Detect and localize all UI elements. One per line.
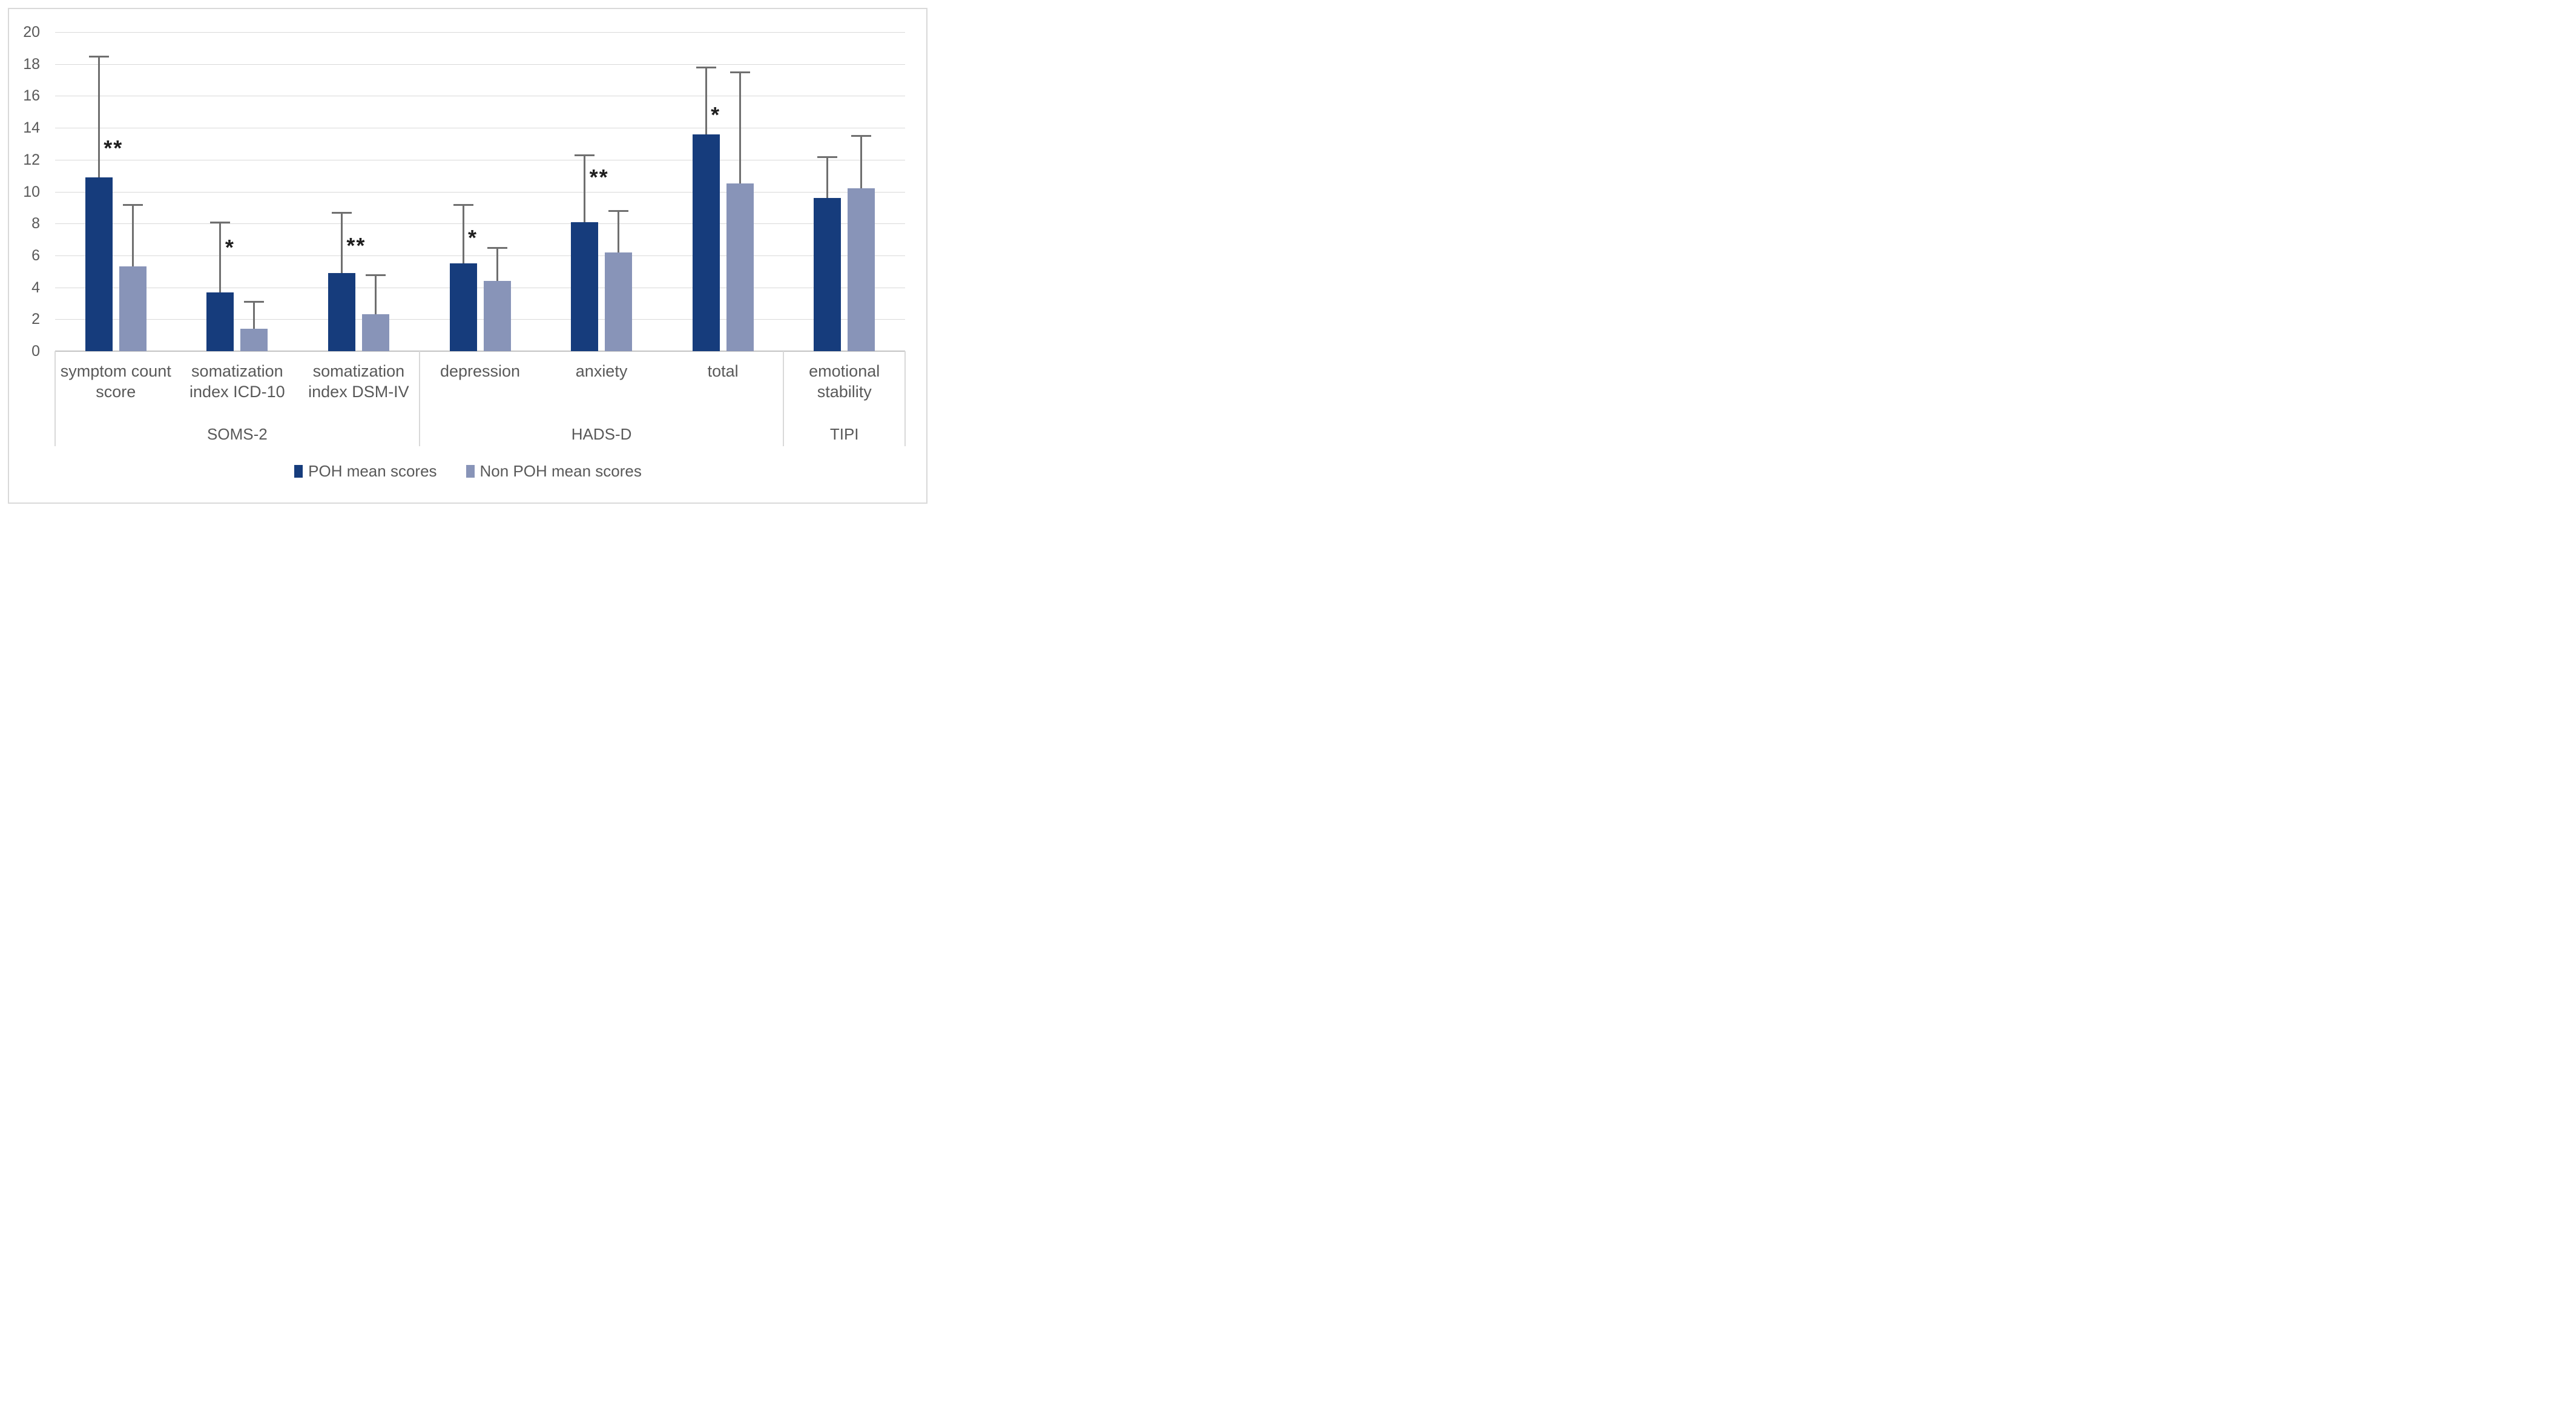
group-label-soms-2: SOMS-2	[207, 425, 268, 443]
category-group-separator-1	[418, 351, 420, 446]
legend-label-poh: POH mean scores	[308, 462, 437, 480]
y-tick-label-14: 14	[23, 119, 40, 137]
y-tick-label-10: 10	[23, 183, 40, 200]
category-label-7: emotional stability	[809, 362, 880, 401]
bar-poh-1	[85, 177, 113, 351]
error-bar-cap-poh-1	[88, 55, 109, 58]
gridline-y-18	[55, 64, 905, 65]
group-label-tipi: TIPI	[829, 425, 859, 443]
significance-marker-2: *	[225, 234, 235, 260]
significance-marker-4: *	[468, 225, 478, 250]
error-bar-line-non-poh-2	[253, 302, 255, 329]
bar-poh-5	[571, 222, 599, 351]
category-group-separator-0	[54, 351, 56, 446]
y-tick-label-12: 12	[23, 151, 40, 168]
y-tick-label-16: 16	[23, 87, 40, 105]
gridline-y-8	[55, 223, 905, 225]
error-bar-line-poh-1	[97, 56, 100, 177]
error-bar-cap-non-poh-3	[365, 274, 386, 276]
y-tick-label-6: 6	[31, 246, 40, 264]
error-bar-line-non-poh-3	[374, 274, 377, 315]
bar-non-poh-7	[848, 188, 875, 351]
error-bar-cap-non-poh-1	[122, 203, 143, 206]
gridline-y-6	[55, 255, 905, 256]
bar-non-poh-6	[726, 183, 754, 351]
y-tick-label-0: 0	[31, 343, 40, 360]
legend-item-non-poh: Non POH mean scores	[466, 463, 642, 479]
error-bar-line-non-poh-1	[131, 204, 134, 267]
error-bar-cap-non-poh-2	[244, 301, 265, 303]
error-bar-line-poh-7	[826, 156, 829, 199]
error-bar-line-non-poh-7	[860, 136, 863, 189]
non-poh-series-swatch-icon	[466, 464, 475, 478]
group-label-hads-d: HADS-D	[571, 425, 632, 443]
category-label-2: somatization index ICD-10	[189, 362, 285, 401]
error-bar-cap-non-poh-6	[730, 71, 750, 73]
error-bar-line-poh-4	[462, 204, 464, 264]
gridline-y-2	[55, 319, 905, 320]
bar-non-poh-3	[361, 314, 389, 351]
error-bar-cap-non-poh-5	[608, 210, 629, 213]
significance-marker-3: **	[346, 233, 366, 259]
error-bar-line-non-poh-5	[618, 211, 620, 252]
error-bar-cap-poh-4	[453, 203, 473, 206]
legend-label-non-poh: Non POH mean scores	[479, 462, 642, 480]
poh-series-swatch-icon	[294, 464, 303, 478]
bar-poh-6	[692, 134, 720, 351]
significance-marker-5: **	[589, 164, 609, 189]
gridline-y-10	[55, 191, 905, 193]
category-group-separator-2	[783, 351, 785, 446]
bar-non-poh-1	[119, 266, 147, 351]
bar-poh-4	[449, 263, 477, 351]
legend: POH mean scores Non POH mean scores	[0, 463, 936, 479]
category-label-6: total	[707, 362, 739, 380]
category-label-4: depression	[440, 362, 521, 380]
legend-item-poh: POH mean scores	[294, 462, 437, 480]
error-bar-cap-poh-2	[210, 221, 231, 223]
bar-non-poh-4	[483, 281, 511, 351]
error-bar-line-poh-6	[705, 67, 707, 134]
category-group-separator-3	[904, 351, 906, 446]
error-bar-cap-non-poh-7	[851, 135, 872, 137]
error-bar-line-poh-5	[584, 154, 586, 222]
error-bar-line-non-poh-6	[739, 71, 741, 184]
error-bar-cap-poh-7	[817, 156, 838, 158]
y-tick-label-20: 20	[23, 24, 40, 41]
y-tick-label-8: 8	[31, 215, 40, 232]
error-bar-cap-non-poh-4	[487, 246, 507, 249]
category-label-3: somatization index DSM-IV	[308, 362, 409, 401]
y-tick-label-4: 4	[31, 278, 40, 296]
significance-marker-1: **	[104, 136, 124, 161]
error-bar-line-poh-2	[219, 222, 222, 292]
significance-marker-6: *	[711, 102, 721, 128]
bar-non-poh-5	[605, 252, 633, 351]
y-tick-label-2: 2	[31, 311, 40, 328]
bar-poh-7	[814, 198, 842, 351]
category-label-1: symptom count score	[60, 362, 171, 401]
plot-area: 0 2 4 6 8 10 12 14 16 18 20 ** * ** * ** * symptom count s…	[0, 0, 936, 511]
bar-poh-2	[206, 292, 234, 351]
gridline-y-20	[55, 32, 905, 33]
bar-chart-figure: 0 2 4 6 8 10 12 14 16 18 20 ** * ** * ** * symptom count s…	[0, 0, 936, 511]
x-axis-line	[55, 351, 905, 352]
error-bar-cap-poh-3	[331, 211, 352, 214]
error-bar-cap-poh-5	[575, 154, 595, 156]
bar-non-poh-2	[240, 329, 268, 351]
bar-poh-3	[328, 272, 355, 351]
error-bar-line-non-poh-4	[496, 247, 498, 282]
y-tick-label-18: 18	[23, 55, 40, 73]
category-label-5: anxiety	[575, 362, 628, 380]
error-bar-cap-poh-6	[696, 66, 716, 68]
error-bar-line-poh-3	[340, 212, 343, 273]
